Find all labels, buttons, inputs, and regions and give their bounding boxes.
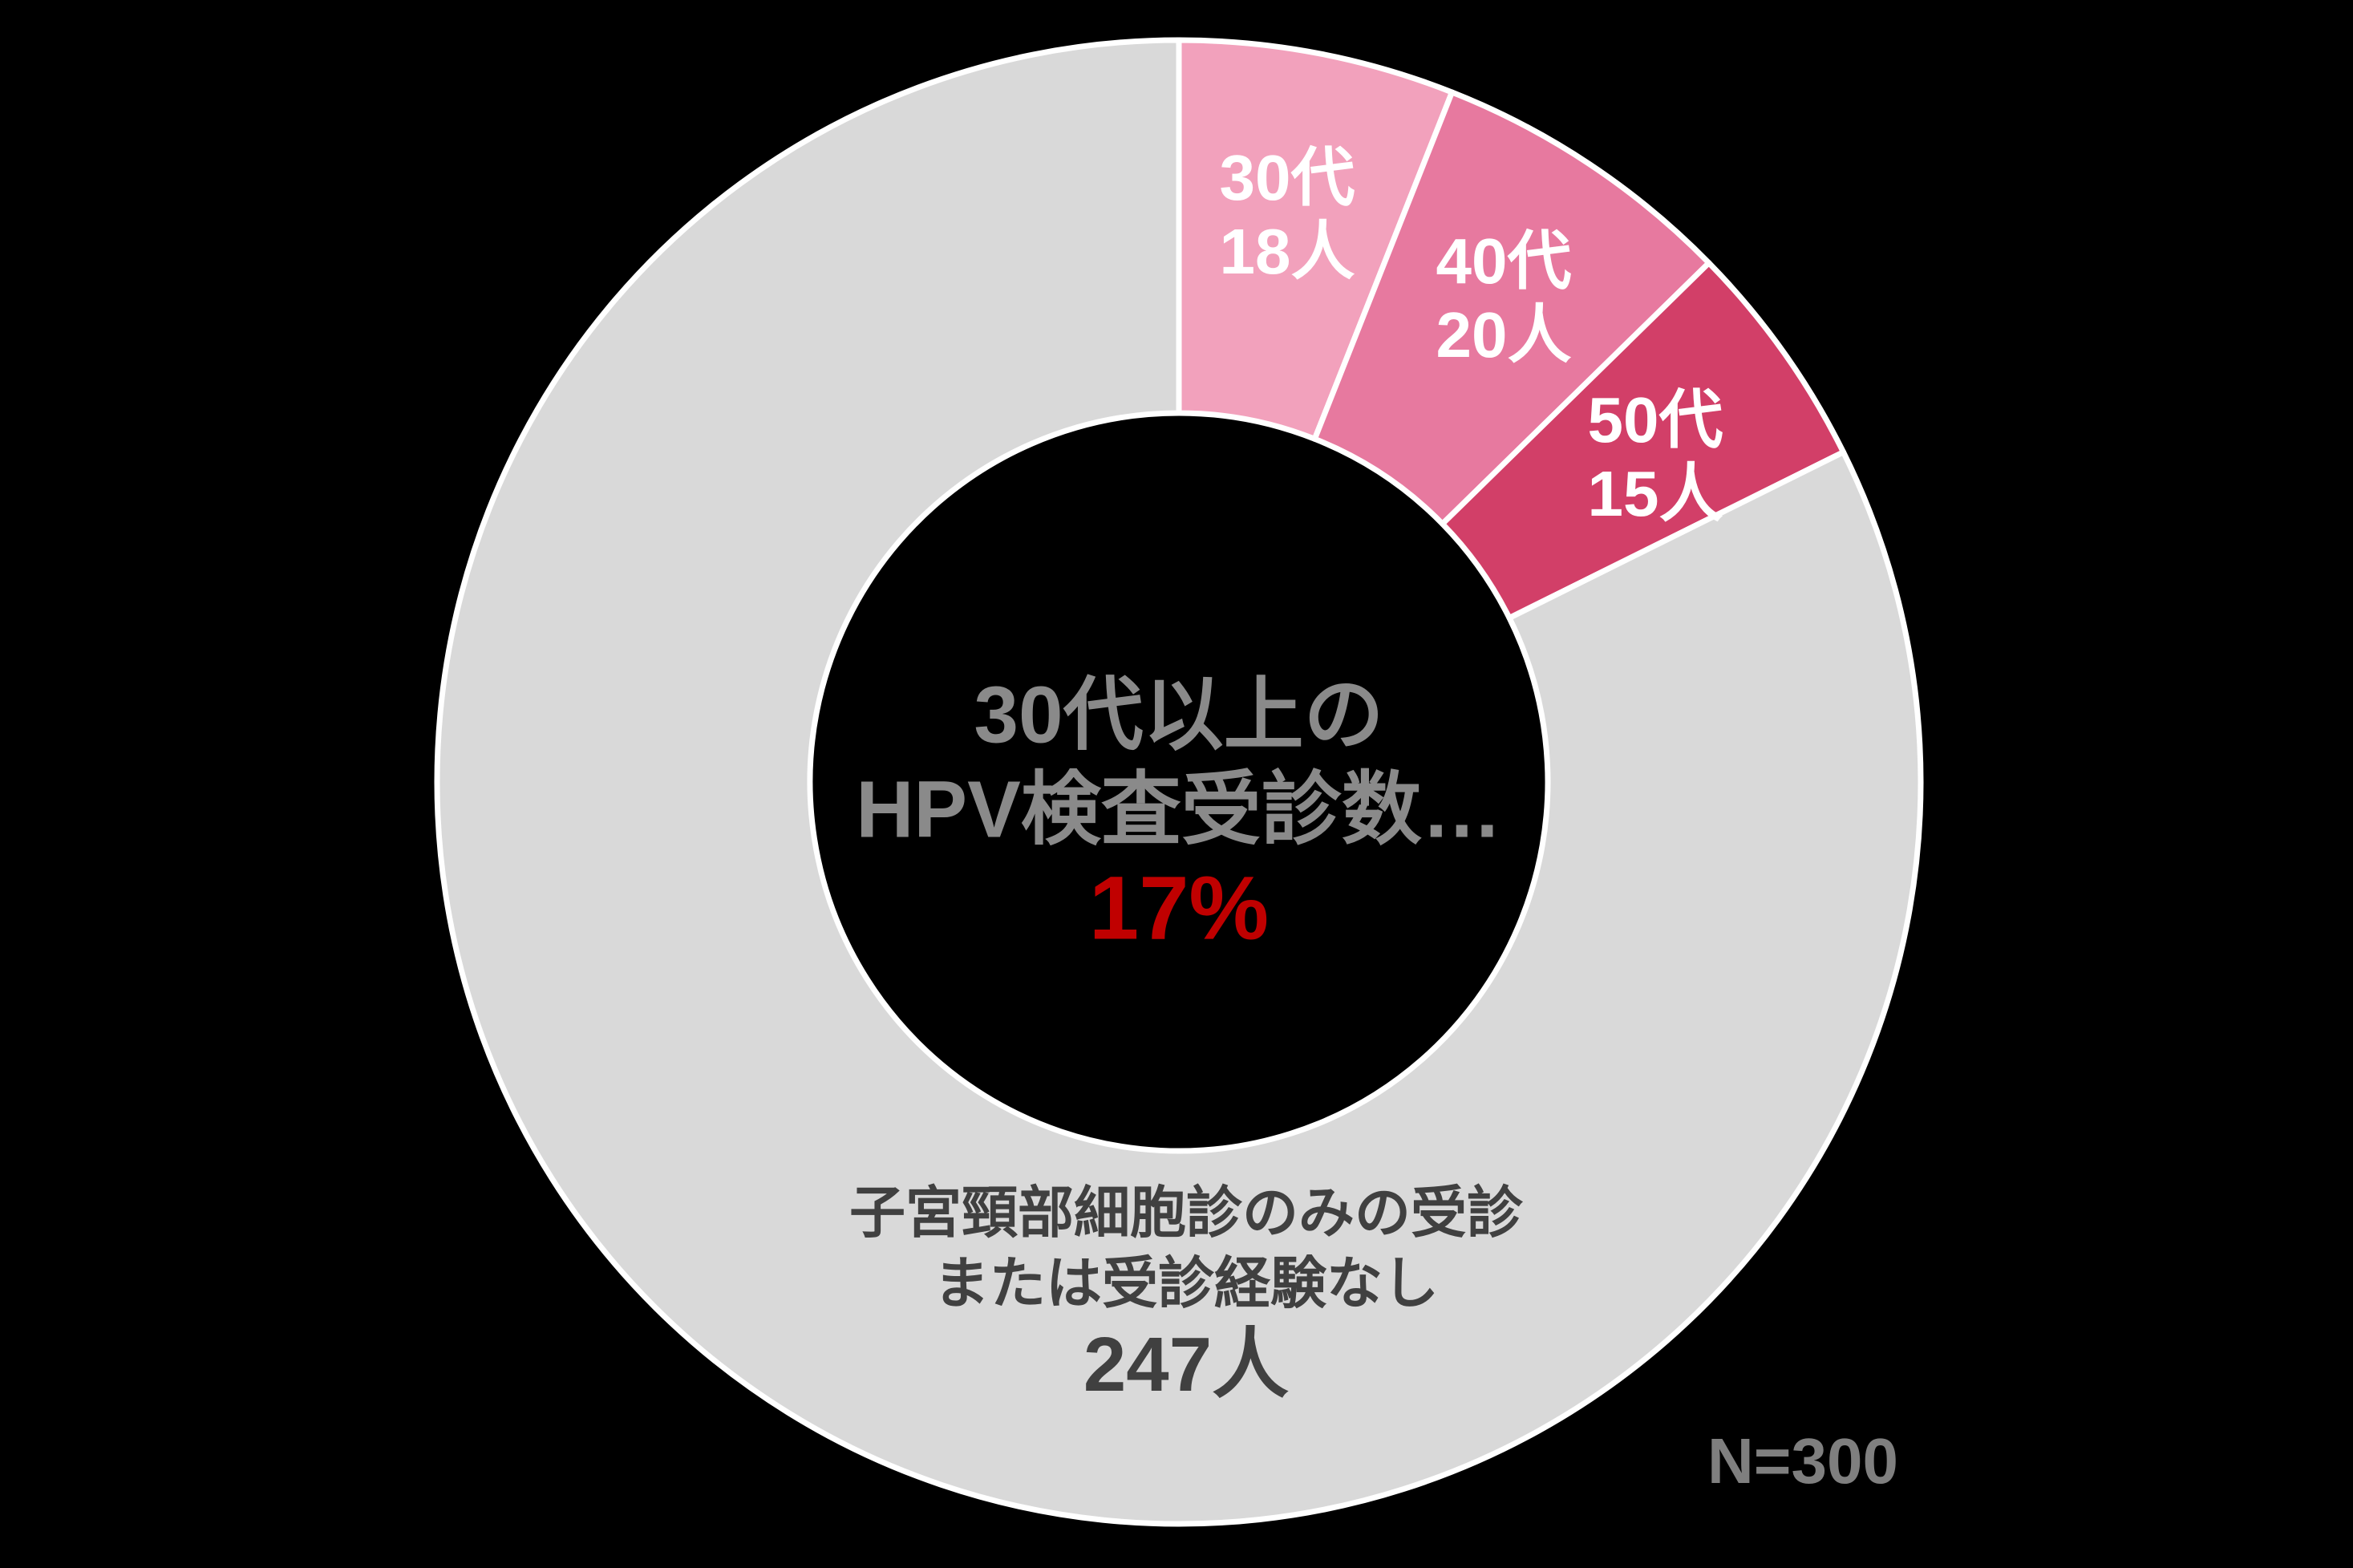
slice-other (434, 37, 1924, 1527)
slice-40s (1311, 89, 1712, 527)
